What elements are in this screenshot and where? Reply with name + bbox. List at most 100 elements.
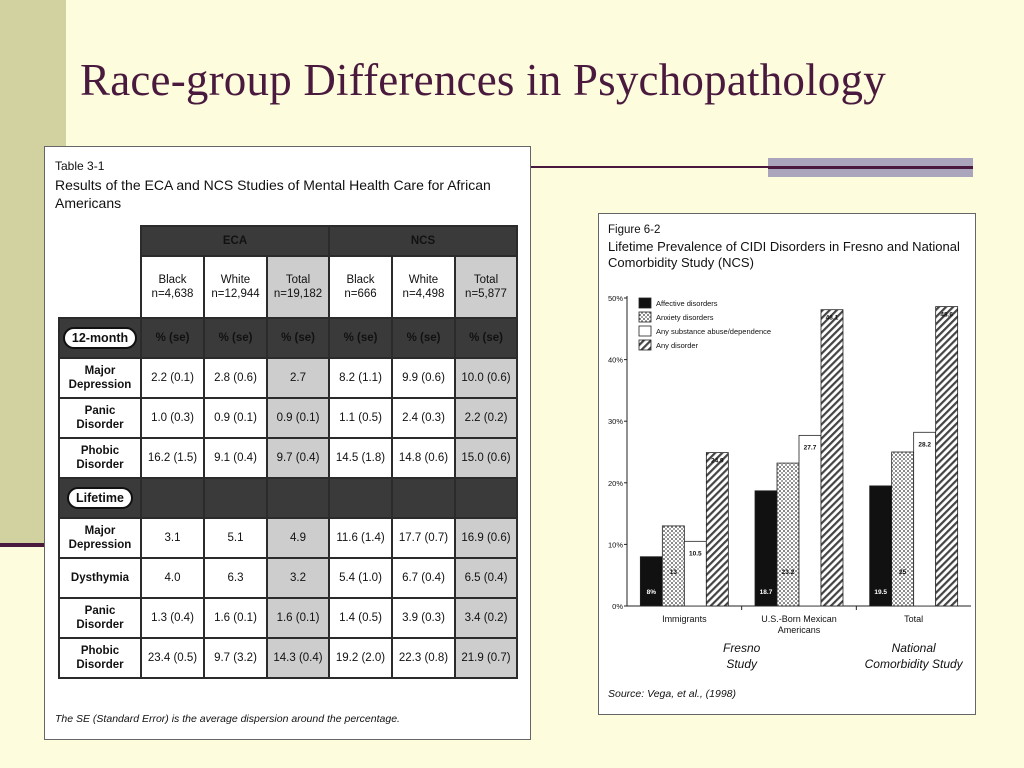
- bar: [705, 452, 729, 607]
- data-label: 28.2: [918, 441, 931, 448]
- bar: [661, 525, 685, 607]
- table-cell: 23.4 (0.5): [140, 637, 205, 679]
- table-title: Results of the ECA and NCS Studies of Me…: [55, 177, 491, 211]
- bar: [776, 462, 800, 607]
- table-cell: 5.4 (1.0): [328, 557, 393, 599]
- table-cell: 17.7 (0.7): [391, 517, 456, 559]
- table-cell: 16.2 (1.5): [140, 437, 205, 479]
- data-label: 13: [670, 569, 678, 576]
- legend-label: Any substance abuse/dependence: [656, 327, 771, 336]
- table-cell: 2.2 (0.1): [140, 357, 205, 399]
- y-tick-label: 40%: [608, 356, 623, 365]
- table-row: Major Depression 3.1 5.1 4.9 11.6 (1.4) …: [58, 517, 518, 559]
- data-label: 25: [899, 569, 907, 576]
- table-cell: 6.5 (0.4): [454, 557, 518, 599]
- category-label: Immigrants: [662, 614, 707, 624]
- table-cell: 3.9 (0.3): [391, 597, 456, 639]
- table-cell: 1.0 (0.3): [140, 397, 205, 439]
- table-row: Phobic Disorder 16.2 (1.5) 9.1 (0.4) 9.7…: [58, 437, 518, 479]
- group-label: Fresno: [723, 641, 761, 655]
- figure-panel: Figure 6-2 Lifetime Prevalence of CIDI D…: [598, 213, 976, 715]
- row-label: Panic Disorder: [58, 397, 142, 439]
- table-cell: 2.4 (0.3): [391, 397, 456, 439]
- table-cell: 3.4 (0.2): [454, 597, 518, 639]
- legend-swatch: [638, 325, 652, 337]
- data-label: 10.5: [689, 550, 702, 557]
- table-cell: 10.0 (0.6): [454, 357, 518, 399]
- table-cell: 4.9: [266, 517, 330, 559]
- table-panel: Table 3-1 Results of the ECA and NCS Stu…: [44, 146, 531, 740]
- table-cell: 9.9 (0.6): [391, 357, 456, 399]
- group-label: Comorbidity Study: [865, 657, 964, 671]
- section-label-12-month: 12-month: [58, 317, 142, 359]
- column-header: Total n=5,877: [454, 255, 518, 319]
- row-label: Phobic Disorder: [58, 637, 142, 679]
- bar: [639, 556, 663, 607]
- slide-title: Race-group Differences in Psychopatholog…: [80, 55, 886, 105]
- table-cell: 4.0: [140, 557, 205, 599]
- data-label: 23.2: [782, 569, 795, 576]
- row-label: Dysthymia: [58, 557, 142, 599]
- column-header: Total n=19,182: [266, 255, 330, 319]
- table-cell: 8.2 (1.1): [328, 357, 393, 399]
- legend-label: Any disorder: [656, 341, 699, 350]
- unit-header: % (se): [140, 317, 205, 359]
- figure-title: Lifetime Prevalence of CIDI Disorders in…: [608, 239, 960, 270]
- table-cell: 21.9 (0.7): [454, 637, 518, 679]
- table-cell: 5.1: [203, 517, 268, 559]
- table-row: Dysthymia 4.0 6.3 3.2 5.4 (1.0) 6.7 (0.4…: [58, 557, 518, 599]
- table-cell: 0.9 (0.1): [266, 397, 330, 439]
- table-cell: 1.6 (0.1): [266, 597, 330, 639]
- category-label: Total: [904, 614, 923, 624]
- row-label: Panic Disorder: [58, 597, 142, 639]
- table-cell: 9.7 (3.2): [203, 637, 268, 679]
- table-label: Table 3-1: [55, 159, 105, 173]
- table-cell: 16.9 (0.6): [454, 517, 518, 559]
- row-label: Major Depression: [58, 357, 142, 399]
- group-header-ncs: NCS: [328, 225, 518, 257]
- bar-chart: 0% 10% 20% 30% 40% 50% 8% 13 10.5 24.9 Immigrants 1…: [608, 294, 971, 671]
- category-label: Americans: [778, 625, 821, 635]
- decorative-stripes: [768, 158, 973, 180]
- bar: [820, 309, 844, 607]
- column-header: White n=4,498: [391, 255, 456, 319]
- unit-header: % (se): [328, 317, 393, 359]
- data-label: 27.7: [804, 444, 817, 451]
- bar: [869, 485, 893, 607]
- data-label: 48.6: [940, 312, 953, 319]
- row-label: Phobic Disorder: [58, 437, 142, 479]
- group-label: National: [892, 641, 936, 655]
- bar: [798, 434, 822, 607]
- table-row: Phobic Disorder 23.4 (0.5) 9.7 (3.2) 14.…: [58, 637, 518, 679]
- table-cell: 22.3 (0.8): [391, 637, 456, 679]
- group-label: Study: [726, 657, 758, 671]
- unit-header: % (se): [266, 317, 330, 359]
- table-cell: 3.2: [266, 557, 330, 599]
- table-cell: 11.6 (1.4): [328, 517, 393, 559]
- table-row: Panic Disorder 1.3 (0.4) 1.6 (0.1) 1.6 (…: [58, 597, 518, 639]
- legend-swatch: [638, 311, 652, 323]
- table-cell: 0.9 (0.1): [203, 397, 268, 439]
- section-label-lifetime: Lifetime: [58, 477, 142, 519]
- table-cell: 1.1 (0.5): [328, 397, 393, 439]
- table-cell: 9.7 (0.4): [266, 437, 330, 479]
- table-cell: 2.2 (0.2): [454, 397, 518, 439]
- bar: [935, 306, 959, 607]
- table-row: Panic Disorder 1.0 (0.3) 0.9 (0.1) 0.9 (…: [58, 397, 518, 439]
- left-rule: [0, 543, 44, 547]
- data-label: 8%: [647, 589, 657, 596]
- table-cell: 14.3 (0.4): [266, 637, 330, 679]
- row-label: Major Depression: [58, 517, 142, 559]
- table-cell: 1.3 (0.4): [140, 597, 205, 639]
- y-tick-label: 50%: [608, 294, 623, 303]
- table-cell: 6.7 (0.4): [391, 557, 456, 599]
- results-table: ECA NCS Black n=4,638 White n=12,944 Total…: [58, 225, 518, 679]
- column-header: Black n=4,638: [140, 255, 205, 319]
- figure-label: Figure 6-2: [608, 224, 661, 236]
- table-footnote: The SE (Standard Error) is the average d…: [55, 713, 400, 725]
- table-cell: 1.6 (0.1): [203, 597, 268, 639]
- legend-swatch: [638, 339, 652, 351]
- table-cell: 2.8 (0.6): [203, 357, 268, 399]
- top-rule: [530, 166, 770, 168]
- table-row: Major Depression 2.2 (0.1) 2.8 (0.6) 2.7…: [58, 357, 518, 399]
